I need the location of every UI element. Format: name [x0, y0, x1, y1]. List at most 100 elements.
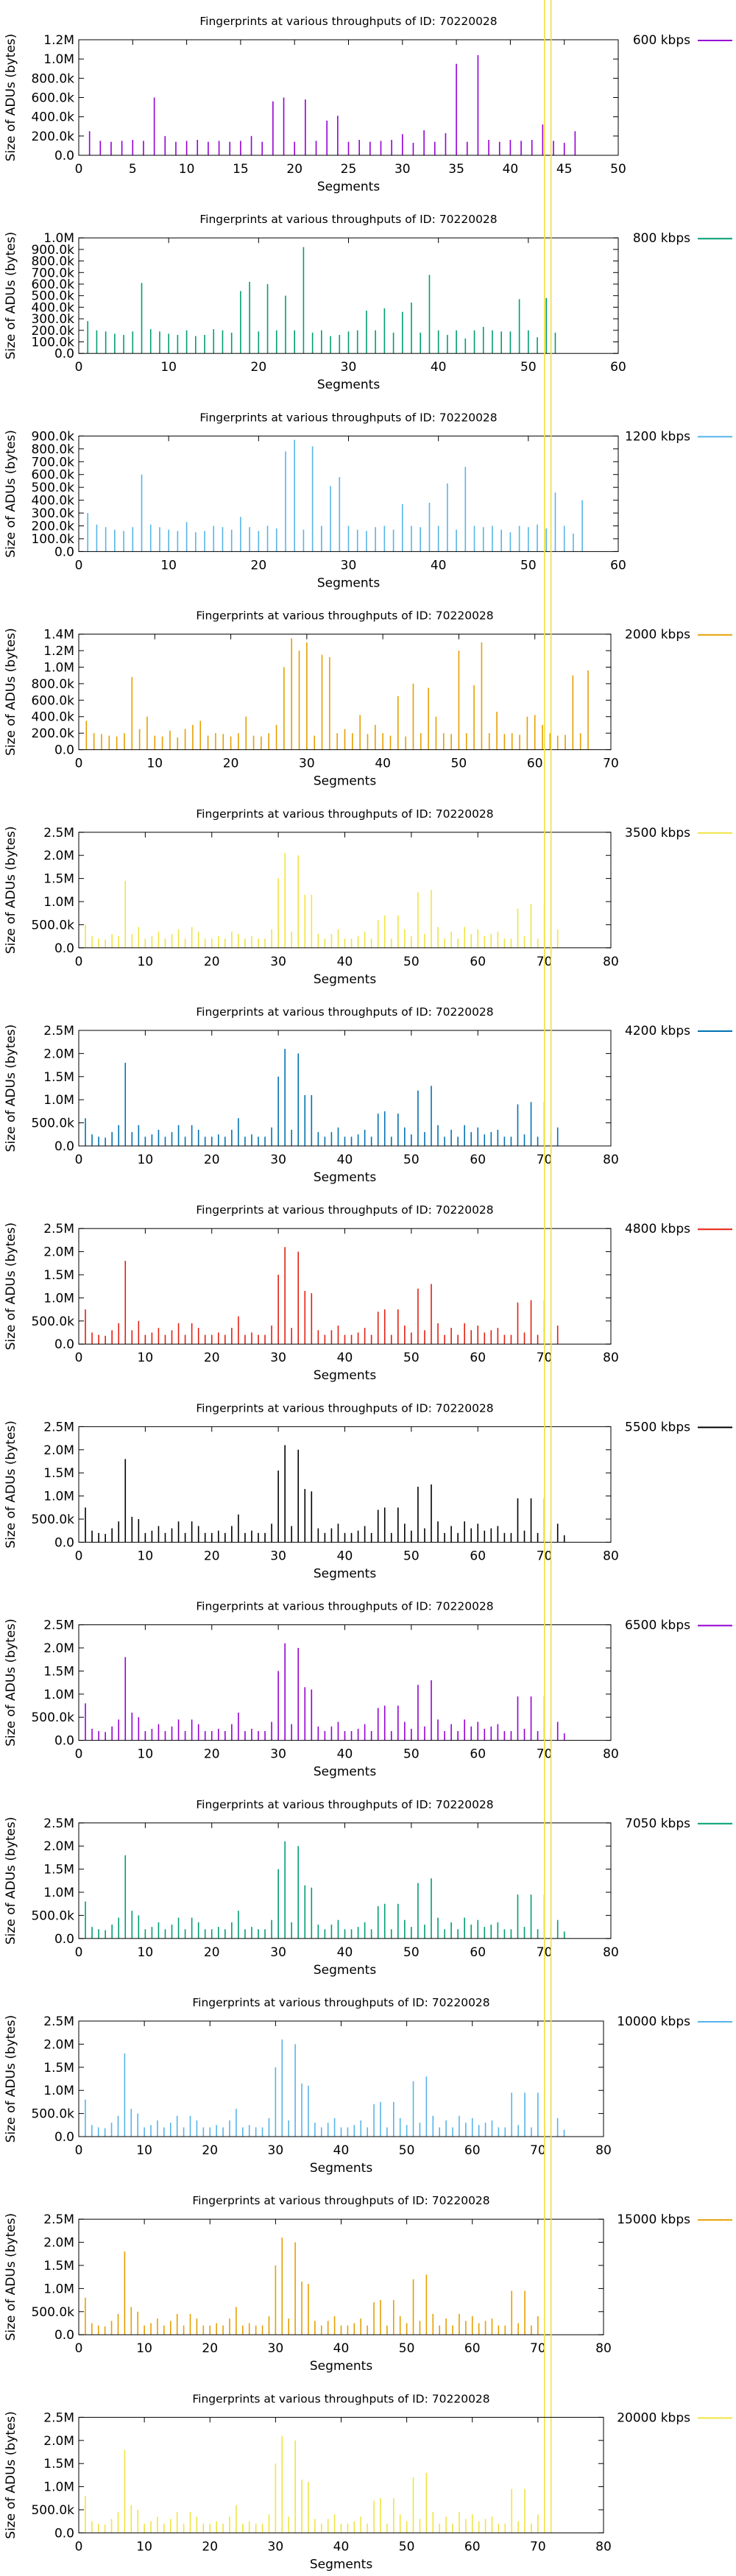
x-tick-label: 50	[399, 2143, 415, 2158]
x-tick-label: 80	[603, 1945, 619, 1960]
y-tick-label: 2.5M	[43, 826, 74, 841]
y-tick-label: 0.0	[54, 1734, 74, 1749]
x-tick-label: 50	[451, 757, 467, 771]
x-tick-label: 50	[403, 955, 420, 969]
y-tick-label: 1.5M	[43, 872, 74, 887]
y-axis-label: Size of ADUs (bytes)	[4, 430, 18, 558]
x-tick-label: 10	[138, 1351, 154, 1365]
x-tick-label: 60	[464, 2539, 481, 2554]
y-tick-label: 0.0	[54, 941, 74, 956]
x-tick-label: 0	[75, 360, 83, 375]
x-tick-label: 40	[337, 1153, 353, 1167]
x-tick-label: 40	[337, 1747, 353, 1762]
y-tick-label: 600.0k	[31, 468, 74, 483]
y-tick-label: 1.4M	[43, 628, 74, 643]
x-tick-label: 40	[333, 2341, 350, 2356]
plot-frame	[78, 1426, 612, 1543]
y-tick-label: 400.0k	[31, 494, 74, 509]
chart-title: Fingerprints at various throughputs of I…	[192, 1996, 489, 2009]
y-tick-label: 1.0M	[43, 2480, 74, 2495]
x-tick-label: 30	[341, 558, 357, 573]
plot-frame	[78, 634, 612, 751]
x-tick-label: 70	[530, 2143, 546, 2158]
x-tick-label: 10	[138, 1945, 154, 1960]
y-tick-label: 500.0k	[31, 481, 74, 495]
y-tick-label: 1.5M	[43, 1863, 74, 1878]
y-tick-label: 1.5M	[43, 2457, 74, 2471]
x-tick-label: 30	[268, 2143, 284, 2158]
x-tick-label: 60	[470, 1747, 486, 1762]
y-tick-label: 800.0k	[31, 71, 74, 86]
x-tick-label: 60	[527, 757, 543, 771]
x-tick-label: 60	[470, 955, 486, 969]
legend-label: 10000 kbps	[617, 2014, 690, 2029]
chart-panel-2: Fingerprints at various throughputs of I…	[4, 411, 732, 590]
legend-label: 3500 kbps	[625, 826, 690, 841]
x-tick-label: 35	[448, 162, 464, 177]
x-tick-label: 50	[403, 1747, 420, 1762]
x-tick-label: 30	[270, 1549, 286, 1563]
chart-panel-1: Fingerprints at various throughputs of I…	[4, 213, 732, 392]
x-tick-label: 0	[75, 955, 83, 969]
chart-title: Fingerprints at various throughputs of I…	[196, 807, 493, 821]
y-tick-label: 500.0k	[31, 918, 74, 933]
x-tick-label: 40	[337, 1549, 353, 1563]
x-tick-label: 80	[603, 1153, 619, 1167]
x-tick-label: 20	[202, 2143, 218, 2158]
y-tick-label: 1.5M	[43, 2259, 74, 2274]
y-tick-label: 1.5M	[43, 1664, 74, 1679]
x-axis-label: Segments	[310, 2359, 373, 2374]
x-tick-label: 30	[270, 1351, 286, 1365]
y-axis-label: Size of ADUs (bytes)	[4, 1025, 18, 1153]
y-tick-label: 1.0M	[43, 2084, 74, 2098]
x-tick-label: 40	[431, 360, 447, 375]
y-tick-label: 2.0M	[43, 1443, 74, 1458]
x-axis-label: Segments	[314, 1765, 377, 1780]
x-tick-label: 10	[138, 1549, 154, 1563]
plot-frame	[78, 2020, 604, 2137]
chart-panel-10: Fingerprints at various throughputs of I…	[4, 1996, 732, 2176]
y-tick-label: 1.0M	[43, 660, 74, 675]
y-tick-label: 100.0k	[31, 532, 74, 547]
x-tick-label: 0	[75, 2143, 83, 2158]
x-tick-label: 20	[251, 558, 267, 573]
x-tick-label: 60	[610, 360, 626, 375]
y-tick-label: 1.5M	[43, 1466, 74, 1481]
x-axis-label: Segments	[314, 1170, 377, 1185]
chart-panel-12: Fingerprints at various throughputs of I…	[4, 0, 732, 2572]
x-tick-label: 20	[202, 2539, 218, 2554]
y-axis-label: Size of ADUs (bytes)	[4, 34, 18, 162]
y-tick-label: 0.0	[54, 2328, 74, 2343]
y-tick-label: 2.5M	[43, 2212, 74, 2227]
x-axis-label: Segments	[314, 1566, 377, 1581]
x-tick-label: 10	[160, 558, 177, 573]
x-tick-label: 80	[603, 1351, 619, 1365]
x-axis-label: Segments	[314, 972, 377, 987]
x-tick-label: 50	[520, 558, 537, 573]
y-tick-label: 2.0M	[43, 1047, 74, 1061]
x-tick-label: 20	[204, 1153, 220, 1167]
y-tick-label: 500.0k	[31, 1117, 74, 1131]
legend-label: 6500 kbps	[625, 1618, 690, 1633]
x-tick-label: 80	[603, 1549, 619, 1563]
x-tick-label: 50	[403, 1351, 420, 1365]
x-tick-label: 10	[136, 2341, 152, 2356]
legend-label: 800 kbps	[633, 231, 690, 246]
x-axis-label: Segments	[317, 576, 381, 590]
x-tick-label: 60	[464, 2341, 481, 2356]
y-tick-label: 2.0M	[43, 2037, 74, 2052]
x-tick-label: 80	[595, 2143, 612, 2158]
y-tick-label: 400.0k	[31, 300, 74, 315]
x-tick-label: 30	[268, 2539, 284, 2554]
y-tick-label: 1.0M	[43, 52, 74, 67]
x-tick-label: 30	[270, 955, 286, 969]
x-tick-label: 10	[138, 1747, 154, 1762]
x-tick-label: 20	[204, 1945, 220, 1960]
chart-panel-9: Fingerprints at various throughputs of I…	[4, 1798, 732, 1978]
x-tick-label: 30	[394, 162, 411, 177]
y-tick-label: 400.0k	[31, 110, 74, 125]
y-tick-label: 0.0	[54, 545, 74, 559]
chart-panel-0: Fingerprints at various throughputs of I…	[4, 15, 732, 194]
y-tick-label: 900.0k	[31, 429, 74, 444]
x-tick-label: 0	[75, 1945, 83, 1960]
